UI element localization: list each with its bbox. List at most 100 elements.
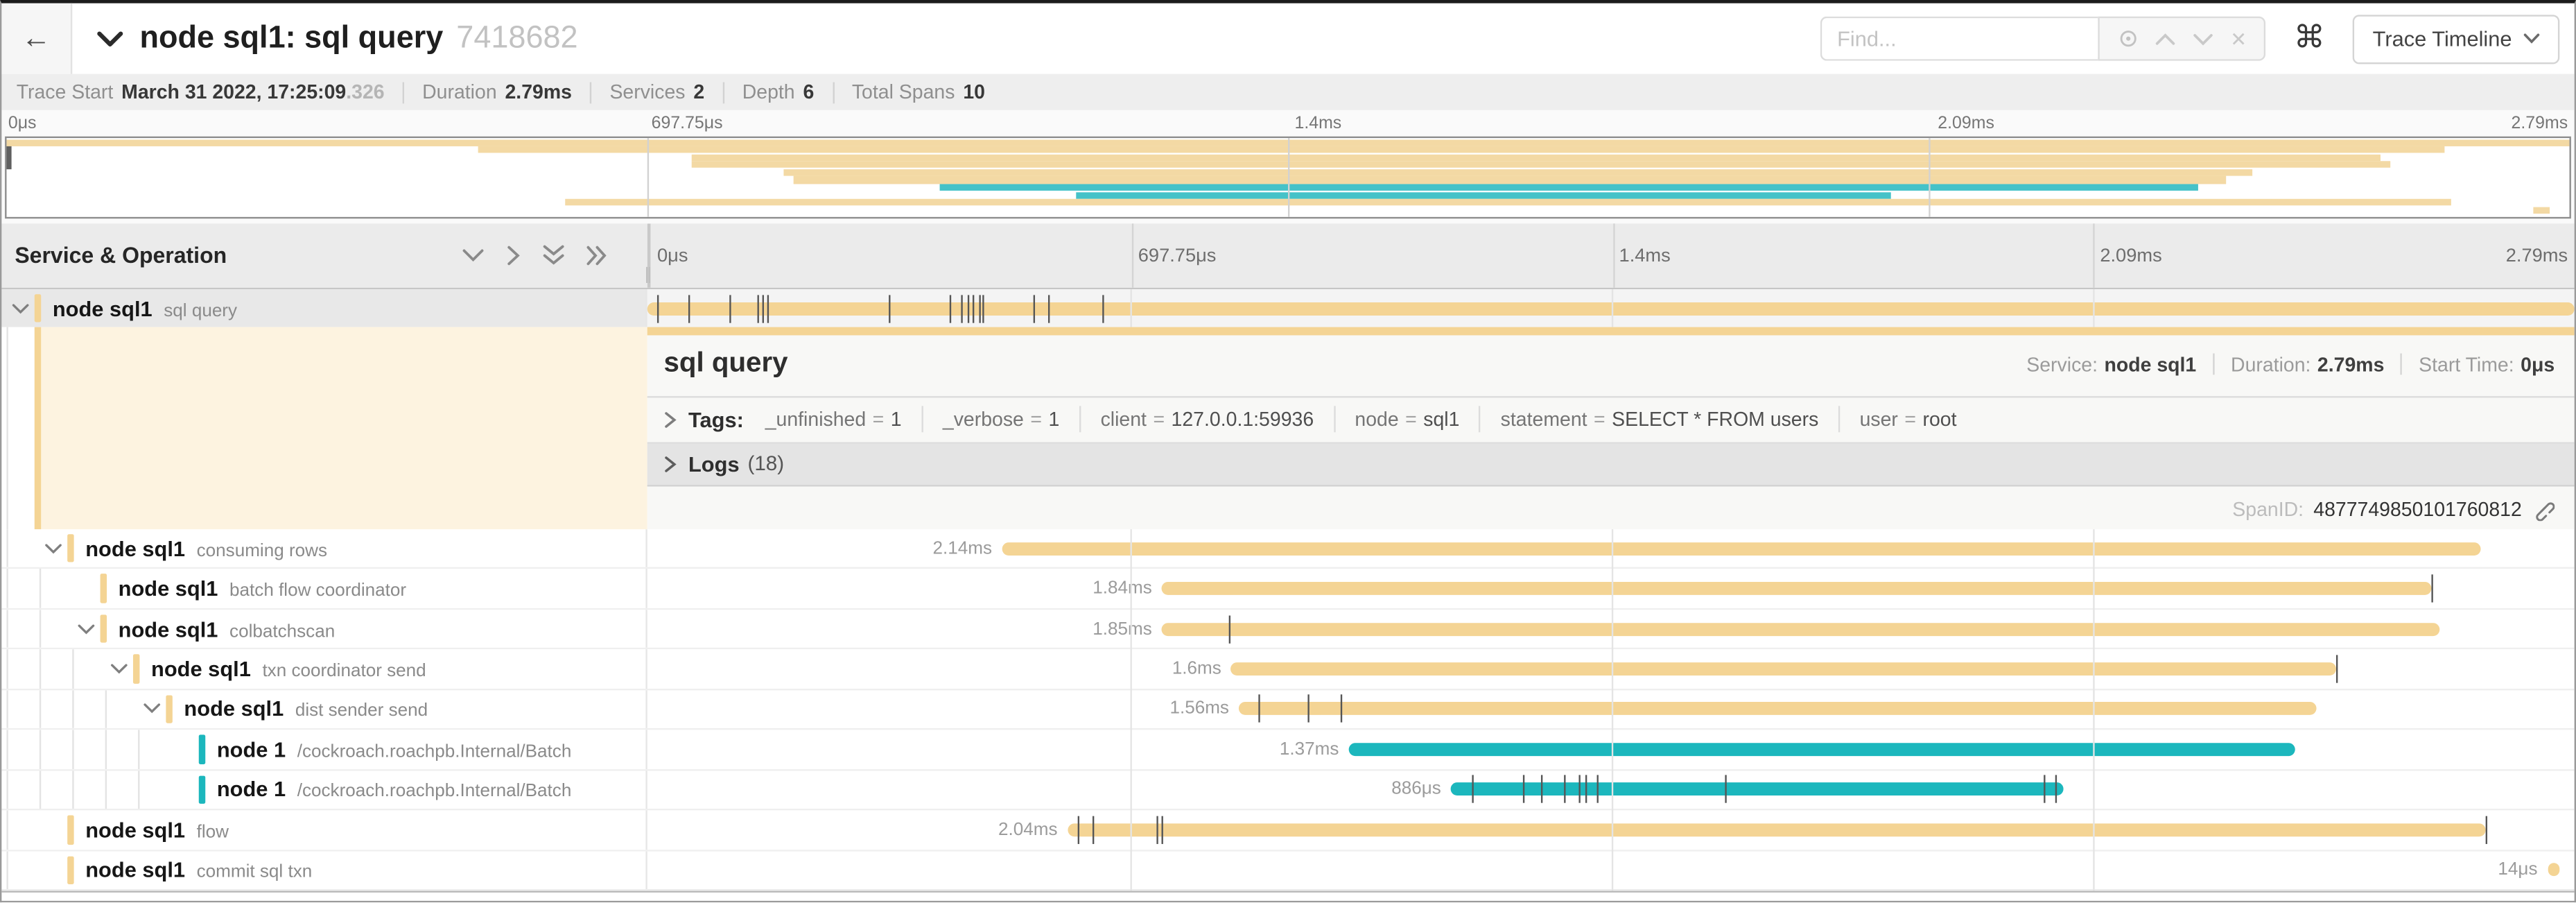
minimap-gridline — [647, 137, 650, 216]
log-marker-tick — [2485, 816, 2488, 844]
span-row[interactable]: node sql1 txn coordinator send 1.6ms — [1, 649, 2575, 690]
span-bar-cell[interactable]: 1.56ms — [647, 690, 2575, 729]
expand-all-icon[interactable] — [586, 245, 608, 266]
row-collapse-chevron-icon[interactable] — [12, 302, 30, 314]
gridline — [1130, 289, 1132, 891]
span-bar[interactable] — [1161, 622, 2440, 636]
log-marker-tick — [1257, 695, 1260, 723]
keyboard-shortcuts-icon[interactable]: ⌘ — [2293, 21, 2325, 56]
span-row[interactable]: node 1/cockroach.roachpb.Internal/Batch 8… — [1, 770, 2575, 811]
collapse-one-icon[interactable] — [542, 245, 565, 266]
span-row[interactable]: node sql1 sql query — [1, 289, 2575, 327]
span-row[interactable]: node sql1 flow 2.04ms — [1, 810, 2575, 851]
summary-label: Trace Start — [16, 80, 114, 104]
span-bar-cell[interactable]: 2.14ms — [647, 529, 2575, 568]
expand-one-icon[interactable] — [506, 245, 521, 266]
log-marker-tick — [961, 294, 964, 322]
service-value: node sql1 — [2104, 352, 2197, 376]
tags-row[interactable]: Tags: _unfinished = 1 _verbose = 1 client = 127.… — [647, 395, 2575, 443]
span-bar[interactable] — [2547, 863, 2559, 877]
row-collapse-chevron-icon[interactable] — [77, 623, 95, 635]
minimap-span-bar — [690, 154, 2380, 161]
span-name-cell[interactable]: node 1/cockroach.roachpb.Internal/Batch — [1, 770, 647, 809]
axis-tick-label: 2.79ms — [2505, 246, 2568, 266]
span-bar-cell[interactable]: 886μs — [647, 771, 2575, 809]
log-marker-tick — [656, 294, 659, 322]
span-bar[interactable] — [1161, 582, 2432, 596]
trace-collapse-chevron-icon[interactable] — [97, 31, 123, 47]
log-marker-tick — [2044, 775, 2046, 804]
minimap-span-row — [6, 154, 2569, 162]
span-row[interactable]: node sql1 batch flow coordinator 1.84ms — [1, 569, 2575, 610]
span-bar-cell[interactable]: 2.04ms — [647, 811, 2575, 850]
span-name-cell[interactable]: node 1/cockroach.roachpb.Internal/Batch — [1, 730, 647, 769]
span-bar-cell[interactable] — [647, 289, 2575, 327]
clear-find-icon[interactable]: ✕ — [2230, 27, 2247, 51]
prev-result-icon[interactable] — [2156, 32, 2176, 45]
axis-tick-label: 1.4ms — [1294, 113, 1342, 133]
span-bar[interactable] — [1002, 542, 2480, 556]
duration-value: 2.79ms — [2317, 352, 2385, 376]
logs-row[interactable]: Logs (18) — [647, 442, 2575, 486]
span-bar-cell[interactable]: 1.85ms — [647, 610, 2575, 648]
span-row[interactable]: node 1/cockroach.roachpb.Internal/Batch 1… — [1, 730, 2575, 771]
minimap-span-row — [6, 146, 2569, 154]
minimap-viewport[interactable] — [5, 135, 2571, 218]
service-name: node sql1 — [118, 616, 218, 642]
span-bar-cell[interactable]: 1.37ms — [647, 730, 2575, 769]
span-duration-label: 14μs — [2498, 859, 2538, 880]
span-name-cell[interactable]: node sql1 colbatchscan — [1, 609, 647, 648]
log-marker-tick — [982, 294, 984, 322]
span-color-accent — [34, 327, 42, 530]
span-bar[interactable] — [1239, 703, 2317, 716]
minimap-gridline — [1288, 137, 1290, 216]
gridline — [2093, 289, 2095, 891]
span-bar-cell[interactable]: 14μs — [647, 850, 2575, 889]
row-collapse-chevron-icon[interactable] — [110, 663, 128, 675]
collapse-all-icon[interactable] — [462, 248, 485, 263]
span-bar[interactable] — [1067, 823, 2486, 836]
span-name-label: node sql1 batch flow coordinator — [119, 576, 406, 601]
view-selector-button[interactable]: Trace Timeline — [2353, 14, 2560, 64]
span-row[interactable]: node sql1 colbatchscan 1.85ms — [1, 609, 2575, 650]
column-splitter[interactable] — [647, 223, 651, 288]
span-name-cell[interactable]: node sql1 flow — [1, 810, 647, 850]
span-name-cell[interactable]: node sql1 sql query — [1, 289, 647, 327]
span-bar[interactable] — [1231, 662, 2335, 676]
span-bar-cell[interactable]: 1.84ms — [647, 569, 2575, 608]
span-name-label: node sql1 flow — [85, 818, 229, 843]
span-name-label: node 1/cockroach.roachpb.Internal/Batch — [217, 737, 572, 762]
span-row[interactable]: node sql1 consuming rows 2.14ms — [1, 529, 2575, 570]
log-marker-tick — [1308, 695, 1310, 723]
span-duration-label: 2.14ms — [932, 538, 993, 559]
span-bar[interactable] — [647, 301, 2575, 315]
axis-tick-label: 697.75μs — [651, 113, 723, 133]
back-button[interactable]: ← — [1, 3, 73, 74]
service-color-accent — [34, 294, 42, 322]
span-name-cell[interactable]: node sql1 batch flow coordinator — [1, 569, 647, 608]
minimap-scrubber-handle[interactable] — [6, 144, 12, 169]
next-result-icon[interactable] — [2193, 32, 2213, 45]
span-row[interactable]: node sql1 dist sender send 1.56ms — [1, 689, 2575, 730]
span-bar-cell[interactable]: 1.6ms — [647, 650, 2575, 689]
span-bar[interactable] — [1348, 742, 2295, 756]
row-collapse-chevron-icon[interactable] — [143, 703, 161, 715]
column-resize-handle[interactable]: ∥ — [644, 266, 652, 284]
span-name-cell[interactable]: node sql1 commit sql txn — [1, 850, 647, 889]
summary-value: 2.79ms — [505, 80, 572, 104]
equals-sign: = — [1594, 407, 1605, 431]
span-row[interactable]: node sql1 commit sql txn 14μs — [1, 850, 2575, 891]
span-duration-label: 1.6ms — [1172, 659, 1221, 679]
span-name-cell[interactable]: node sql1 consuming rows — [1, 529, 647, 568]
log-marker-tick — [763, 294, 765, 322]
focus-match-icon[interactable] — [2117, 28, 2139, 49]
span-bar[interactable] — [1450, 782, 2064, 796]
span-name-cell[interactable]: node sql1 txn coordinator send — [1, 649, 647, 689]
minimap-gridline — [1929, 137, 1931, 216]
link-icon[interactable] — [2532, 497, 2555, 521]
find-input[interactable] — [1820, 16, 2098, 61]
span-name-cell[interactable]: node sql1 dist sender send — [1, 689, 647, 729]
row-collapse-chevron-icon[interactable] — [44, 543, 62, 555]
top-bar-actions: ✕ ⌘ Trace Timeline — [1820, 14, 2560, 64]
indent-guide — [39, 569, 42, 608]
